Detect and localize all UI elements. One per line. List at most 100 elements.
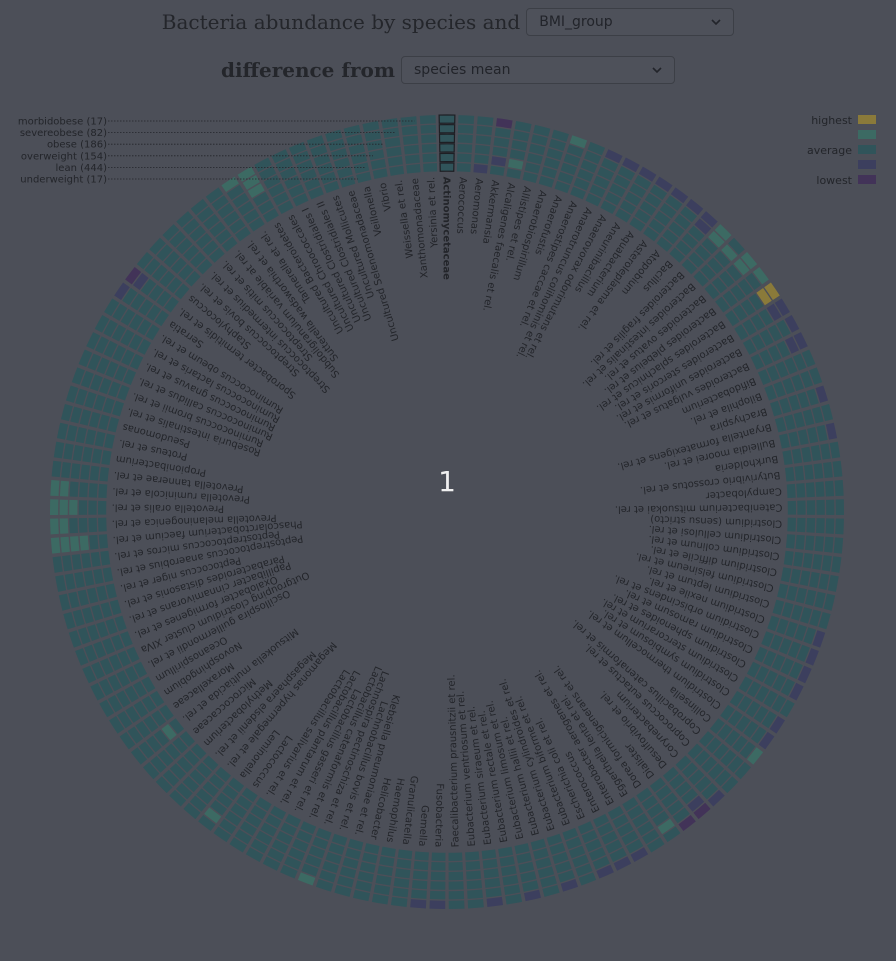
heatmap-cell[interactable] [700, 211, 718, 228]
heatmap-cell[interactable] [248, 217, 265, 232]
heatmap-cell[interactable] [277, 200, 294, 215]
heatmap-cell[interactable] [787, 500, 796, 515]
heatmap-cell[interactable] [185, 270, 201, 287]
heatmap-cell[interactable] [665, 195, 683, 211]
heatmap-cell[interactable] [94, 315, 110, 333]
heatmap-cell[interactable] [125, 705, 141, 723]
heatmap-cell[interactable] [89, 374, 103, 392]
heatmap-cell[interactable] [108, 381, 121, 398]
heatmap-cell[interactable] [107, 695, 123, 713]
heatmap-cell[interactable] [577, 168, 594, 182]
heatmap-cell[interactable] [552, 851, 569, 865]
heatmap-cell[interactable] [421, 143, 437, 153]
heatmap-cell[interactable] [448, 852, 463, 861]
heatmap-cell[interactable] [439, 162, 455, 172]
heatmap-cell[interactable] [835, 518, 844, 535]
heatmap-cell[interactable] [693, 802, 711, 820]
heatmap-cell[interactable] [164, 296, 179, 313]
heatmap-cell[interactable] [114, 365, 128, 382]
heatmap-cell[interactable] [216, 792, 233, 808]
heatmap-cell[interactable] [823, 593, 836, 611]
heatmap-cell[interactable] [151, 710, 167, 727]
heatmap-cell[interactable] [343, 124, 361, 137]
heatmap-cell[interactable] [493, 137, 510, 148]
heatmap-cell[interactable] [784, 357, 798, 375]
heatmap-cell[interactable] [94, 431, 106, 447]
heatmap-cell[interactable] [162, 224, 180, 241]
heatmap-cell[interactable] [629, 183, 647, 198]
heatmap-cell[interactable] [371, 893, 389, 905]
heatmap-cell[interactable] [616, 822, 634, 837]
heatmap-cell[interactable] [296, 159, 314, 173]
heatmap-cell[interactable] [196, 206, 214, 223]
heatmap-cell[interactable] [142, 762, 160, 780]
heatmap-cell[interactable] [783, 550, 794, 566]
heatmap-cell[interactable] [721, 776, 739, 794]
heatmap-cell[interactable] [560, 162, 577, 176]
heatmap-cell[interactable] [727, 710, 743, 727]
heatmap-cell[interactable] [229, 837, 248, 853]
heatmap-cell[interactable] [632, 813, 649, 828]
heatmap-cell[interactable] [489, 165, 505, 176]
diff-select[interactable]: species mean [401, 56, 676, 84]
heatmap-cell[interactable] [707, 789, 725, 807]
heatmap-cell[interactable] [778, 638, 792, 655]
heatmap-cell[interactable] [816, 518, 825, 534]
heatmap-cell[interactable] [112, 400, 124, 417]
heatmap-cell[interactable] [701, 238, 718, 255]
heatmap-cell[interactable] [189, 769, 206, 786]
heatmap-cell[interactable] [467, 899, 484, 909]
heatmap-cell[interactable] [100, 602, 113, 618]
heatmap-cell[interactable] [742, 338, 757, 355]
heatmap-cell[interactable] [355, 880, 372, 892]
heatmap-cell[interactable] [100, 550, 111, 566]
heatmap-cell[interactable] [670, 187, 689, 204]
heatmap-cell[interactable] [681, 232, 699, 249]
heatmap-cell[interactable] [746, 681, 762, 698]
heatmap-cell[interactable] [431, 852, 446, 861]
heatmap-cell[interactable] [714, 251, 731, 268]
heatmap-cell[interactable] [622, 797, 639, 812]
heatmap-cell[interactable] [79, 535, 89, 551]
heatmap-cell[interactable] [124, 685, 139, 703]
heatmap-cell[interactable] [609, 847, 627, 863]
heatmap-cell[interactable] [98, 517, 107, 532]
heatmap-cell[interactable] [750, 726, 767, 744]
heatmap-cell[interactable] [560, 879, 579, 892]
heatmap-cell[interactable] [714, 769, 732, 787]
heatmap-cell[interactable] [788, 394, 801, 411]
heatmap-cell[interactable] [706, 737, 722, 754]
heatmap-cell[interactable] [726, 264, 743, 282]
heatmap-cell[interactable] [325, 851, 342, 865]
heatmap-cell[interactable] [604, 191, 622, 206]
heatmap-cell[interactable] [262, 208, 279, 223]
heatmap-cell[interactable] [638, 166, 657, 182]
heatmap-cell[interactable] [69, 499, 78, 515]
heatmap-cell[interactable] [476, 125, 493, 136]
heatmap-cell[interactable] [771, 654, 786, 671]
heatmap-cell[interactable] [116, 670, 131, 687]
heatmap-cell[interactable] [93, 641, 107, 659]
heatmap-cell[interactable] [271, 839, 289, 854]
heatmap-cell[interactable] [353, 889, 371, 902]
heatmap-cell[interactable] [801, 349, 816, 368]
heatmap-cell[interactable] [127, 726, 144, 744]
heatmap-cell[interactable] [766, 365, 780, 382]
heatmap-cell[interactable] [533, 124, 551, 137]
heatmap-cell[interactable] [149, 237, 166, 255]
heatmap-cell[interactable] [109, 716, 125, 734]
heatmap-cell[interactable] [103, 319, 118, 338]
heatmap-cell[interactable] [448, 890, 465, 900]
heatmap-cell[interactable] [111, 634, 124, 651]
heatmap-cell[interactable] [533, 847, 549, 860]
heatmap-cell[interactable] [114, 282, 130, 300]
heatmap-cell[interactable] [750, 353, 765, 370]
heatmap-cell[interactable] [573, 177, 590, 191]
heatmap-cell[interactable] [540, 875, 557, 888]
heatmap-cell[interactable] [818, 612, 831, 630]
heatmap-cell[interactable] [104, 433, 115, 449]
heatmap-cell[interactable] [634, 209, 651, 224]
heatmap-cell[interactable] [688, 251, 705, 268]
heatmap-cell[interactable] [150, 755, 167, 773]
heatmap-cell[interactable] [146, 735, 162, 753]
